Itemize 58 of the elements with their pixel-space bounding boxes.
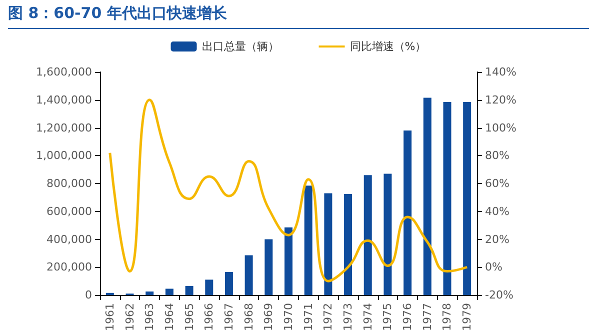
legend-label: 出口总量（辆） [202,40,279,53]
y2-tick-label: 100% [485,121,516,134]
y2-tick-label: 20% [485,232,510,246]
x-tick-label: 1966 [202,303,216,331]
x-tick-label: 1970 [282,303,295,331]
y-tick-label: 1,400,000 [36,93,92,106]
bar [404,130,412,295]
bar [284,227,292,295]
chart-title: 图 8：60-70 年代出口快速增长 [8,4,227,23]
x-tick-label: 1971 [302,303,315,331]
bar [344,194,352,295]
bar [384,174,392,295]
x-tick-label: 1965 [182,303,196,331]
bar [364,175,372,295]
y2-tick-label: 60% [485,177,510,190]
y2-tick-label: -20% [485,288,514,302]
bar [443,102,452,295]
legend-label: 同比增速（%） [350,40,426,53]
bar [264,239,273,295]
bar [423,98,432,295]
x-tick-label: 1976 [401,303,414,331]
x-tick-label: 1977 [420,303,434,331]
line-series [108,98,468,282]
x-tick-label: 1967 [222,303,236,331]
x-tick-label: 1968 [242,303,256,331]
x-tick-label: 1975 [381,303,394,331]
bar [146,292,154,295]
bar [324,193,332,295]
x-tick-label: 1961 [103,303,116,331]
y2-tick-label: 120% [485,93,516,106]
bar [185,286,194,295]
x-tick-label: 1978 [440,303,454,331]
y2-tick-label: 140% [485,66,516,78]
x-tick-label: 1973 [342,303,355,331]
bar [244,255,253,295]
x-tick-label: 1972 [322,303,335,331]
y-tick-label: 800,000 [46,177,92,190]
y-tick-label: 1,200,000 [36,121,92,134]
bar [463,102,472,295]
bar [205,280,214,295]
y-tick-label: 400,000 [46,232,92,246]
x-tick-label: 1963 [143,303,156,331]
y-tick-label: 1,600,000 [36,66,92,78]
x-tick-label: 1974 [361,303,374,331]
bar [224,272,233,295]
bar [304,186,312,295]
y-tick-label: 600,000 [46,204,92,218]
y2-tick-label: 80% [485,149,510,162]
x-tick-label: 1969 [262,303,276,331]
y2-tick-label: 40% [485,204,510,218]
x-tick-label: 1979 [460,303,474,331]
bar [165,288,174,295]
y-tick-label: 0 [85,288,92,302]
y-tick-label: 1,000,000 [36,149,92,162]
x-tick-label: 1964 [162,303,176,331]
y-tick-label: 200,000 [46,260,92,274]
x-tick-label: 1962 [123,303,136,331]
y2-tick-label: 0% [485,260,502,274]
